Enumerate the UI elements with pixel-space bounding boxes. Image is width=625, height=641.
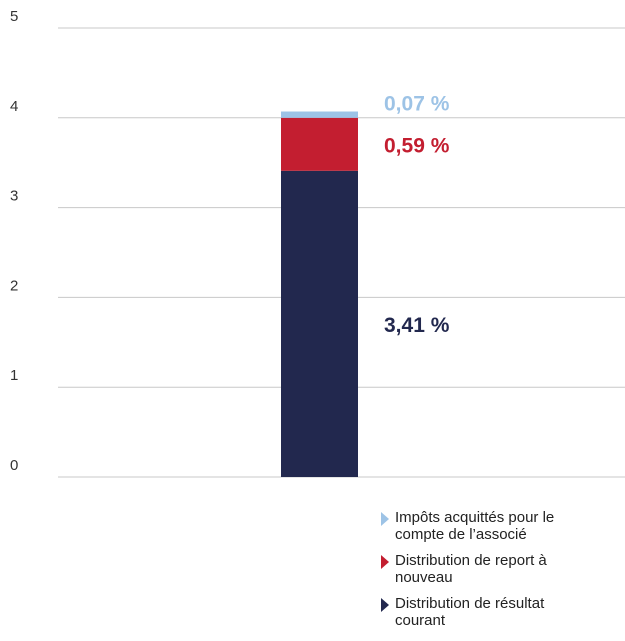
legend-item-impots: Impôts acquittés pour le compte de l’ass… [381,509,621,543]
legend-item-resultat: Distribution de résultat courant [381,595,621,629]
legend-marker-icon [381,512,389,526]
y-tick-label: 3 [10,188,18,205]
y-axis-ticks: 0 1 2 3 4 5 [10,8,18,474]
bar-segment [281,118,358,171]
legend-label: Distribution de report à nouveau [395,552,595,586]
bar-segment [281,171,358,477]
legend-label: Distribution de résultat courant [395,595,595,629]
y-tick-label: 1 [10,367,18,384]
bar-segments [281,112,358,477]
data-label: 0,07 % [384,93,450,116]
bar-segment [281,112,358,118]
y-tick-label: 5 [10,8,18,25]
data-label: 3,41 % [384,314,450,337]
data-label: 0,59 % [384,134,450,157]
legend-marker-icon [381,598,389,612]
data-labels: 3,41 % 0,59 % 0,07 % [384,93,450,337]
legend: Impôts acquittés pour le compte de l’ass… [381,509,621,638]
legend-marker-icon [381,555,389,569]
legend-label: Impôts acquittés pour le compte de l’ass… [395,509,595,543]
legend-item-report: Distribution de report à nouveau [381,552,621,586]
y-tick-label: 0 [10,457,18,474]
y-tick-label: 4 [10,98,18,115]
stacked-bar-chart: 0 1 2 3 4 5 3,41 % 0,59 % 0,07 % [0,0,625,500]
y-tick-label: 2 [10,277,18,294]
